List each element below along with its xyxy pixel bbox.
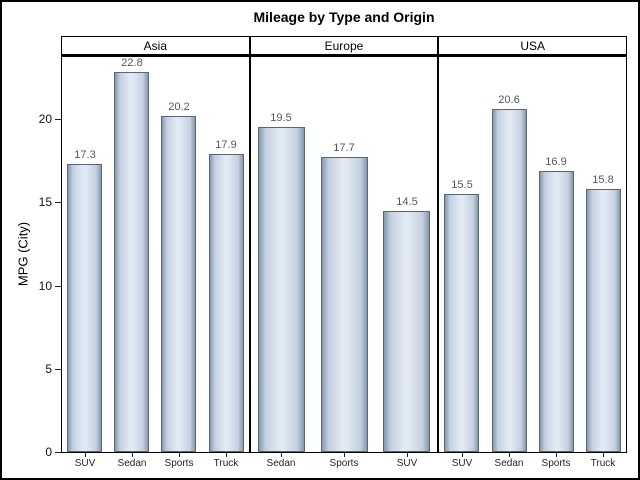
x-tick-mark: [603, 453, 604, 457]
x-tick-mark: [226, 453, 227, 457]
y-tick-label: 20: [38, 112, 52, 126]
bar-value-label: 20.6: [498, 94, 520, 106]
y-tick-label: 0: [45, 445, 52, 459]
bar-europe-sedan: [258, 127, 305, 452]
panel-divider: [249, 36, 251, 452]
bar-usa-suv: [444, 194, 479, 452]
x-tick-mark: [509, 453, 510, 457]
panel-divider: [437, 36, 439, 452]
x-tick-mark: [179, 453, 180, 457]
bar-value-label: 15.5: [451, 179, 473, 191]
bar-value-label: 14.5: [396, 196, 418, 208]
bar-asia-sedan: [114, 72, 149, 452]
bar-value-label: 17.3: [74, 149, 96, 161]
y-tick-mark: [55, 119, 61, 120]
x-tick-mark: [281, 453, 282, 457]
category-label: Sports: [329, 458, 359, 469]
y-tick-mark: [55, 286, 61, 287]
panel-header-band: [61, 36, 627, 57]
bar-usa-sedan: [492, 109, 527, 452]
bar-value-label: 22.8: [121, 57, 143, 69]
bar-asia-suv: [67, 164, 102, 452]
bar-value-label: 15.8: [592, 174, 614, 186]
category-label: SUV: [74, 458, 96, 469]
x-tick-mark: [407, 453, 408, 457]
bar-asia-truck: [209, 154, 244, 452]
bar-value-label: 20.2: [168, 101, 190, 113]
x-tick-mark: [344, 453, 345, 457]
chart-title: Mileage by Type and Origin: [253, 9, 435, 25]
category-label: SUV: [396, 458, 418, 469]
category-label: Truck: [213, 458, 239, 469]
category-label: Sedan: [494, 458, 524, 469]
category-label: Truck: [590, 458, 616, 469]
x-tick-mark: [556, 453, 557, 457]
y-tick-mark: [55, 369, 61, 370]
y-tick-label: 5: [45, 362, 52, 376]
category-label: Sports: [541, 458, 571, 469]
y-tick-label: 15: [38, 195, 52, 209]
x-tick-mark: [85, 453, 86, 457]
panel-header-usa: USA: [520, 39, 545, 53]
y-tick-mark: [55, 202, 61, 203]
panel-header-asia: Asia: [143, 39, 167, 53]
bar-asia-sports: [161, 116, 196, 452]
category-label: Sports: [164, 458, 194, 469]
bar-europe-suv: [383, 211, 430, 452]
bar-value-label: 17.9: [215, 139, 237, 151]
y-tick-label: 10: [38, 279, 52, 293]
bar-usa-sports: [539, 171, 574, 452]
category-label: Sedan: [117, 458, 147, 469]
bar-value-label: 16.9: [545, 156, 567, 168]
bar-europe-sports: [321, 157, 368, 452]
bar-value-label: 17.7: [333, 142, 355, 154]
bar-usa-truck: [586, 189, 621, 452]
y-tick-mark: [55, 452, 61, 453]
category-label: SUV: [451, 458, 473, 469]
panel-header-europe: Europe: [324, 39, 364, 53]
bar-value-label: 19.5: [270, 112, 292, 124]
x-tick-mark: [462, 453, 463, 457]
x-tick-mark: [132, 453, 133, 457]
category-label: Sedan: [266, 458, 296, 469]
